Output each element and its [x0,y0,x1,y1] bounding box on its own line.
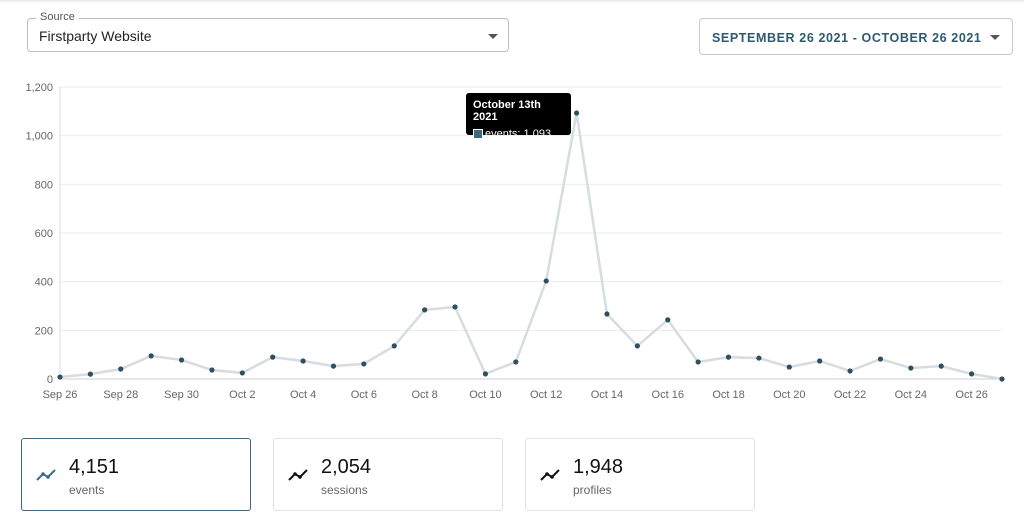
y-tick-label: 1,000 [25,131,53,143]
data-point[interactable] [513,359,519,365]
data-point[interactable] [57,374,63,380]
data-point[interactable] [391,343,397,349]
y-tick-label: 800 [35,179,53,191]
data-point[interactable] [634,343,640,349]
data-point[interactable] [786,364,792,370]
x-tick-label: Oct 18 [712,389,744,401]
stat-value: 2,054 [321,456,372,478]
data-point[interactable] [361,361,367,367]
tooltip-title: October 13th 2021 [473,99,541,123]
stat-card-events[interactable]: 4,151 events [21,438,251,511]
data-point[interactable] [270,354,276,360]
y-tick-label: 400 [35,277,53,289]
data-point[interactable] [938,363,944,369]
top-divider [0,0,1024,3]
source-select[interactable]: Source Firstparty Website [27,11,509,52]
stat-label: profiles [573,483,612,497]
y-tick-label: 200 [35,325,53,337]
x-tick-label: Oct 10 [469,389,501,401]
data-point[interactable] [148,353,154,359]
stat-value: 1,948 [573,456,624,478]
data-point[interactable] [118,366,124,372]
tooltip-value: events: 1,093 [485,128,552,140]
x-tick-label: Oct 4 [290,389,316,401]
x-tick-label: Oct 14 [591,389,623,401]
date-range-value: SEPTEMBER 26 2021 - OCTOBER 26 2021 [712,31,982,45]
data-point[interactable] [817,358,823,364]
x-tick-label: Oct 20 [773,389,805,401]
source-label: Source [36,11,79,23]
stat-card-profiles[interactable]: 1,948 profiles [525,438,755,511]
data-point[interactable] [969,371,975,377]
data-point[interactable] [756,355,762,361]
y-tick-label: 1,200 [25,82,53,94]
trend-line-icon [288,469,308,481]
data-point[interactable] [239,370,245,376]
x-tick-label: Oct 8 [411,389,437,401]
data-point[interactable] [300,358,306,364]
y-tick-label: 600 [35,228,53,240]
date-range-button[interactable]: SEPTEMBER 26 2021 - OCTOBER 26 2021 [699,18,1013,55]
data-point[interactable] [695,359,701,365]
series-swatch [473,129,483,139]
stat-label: sessions [321,483,368,497]
data-point[interactable] [847,368,853,374]
data-point[interactable] [87,371,93,377]
data-point[interactable] [178,357,185,363]
x-tick-label: Oct 6 [351,389,377,401]
data-point[interactable] [482,371,489,377]
data-point[interactable] [452,304,458,310]
y-tick-label: 0 [47,374,53,386]
stat-value: 4,151 [69,456,120,478]
x-tick-label: Sep 28 [103,389,138,401]
data-point[interactable] [908,365,914,371]
x-tick-label: Oct 26 [955,389,987,401]
chevron-down-icon [488,34,498,39]
x-tick-label: Oct 16 [652,389,684,401]
stat-label: events [69,483,105,497]
data-point[interactable] [877,356,884,362]
data-point[interactable] [573,110,580,116]
trend-line-icon [36,469,56,481]
data-point[interactable] [999,376,1005,382]
chevron-down-icon [990,35,1000,40]
data-point[interactable] [543,278,549,284]
stat-card-sessions[interactable]: 2,054 sessions [273,438,503,511]
source-value: Firstparty Website [39,28,152,44]
events-line-chart: 0 200 400 600 800 1,000 1,200 Sep 26 Sep 28 Sep 3… [25,82,1005,401]
x-tick-label: Sep 26 [43,389,78,401]
x-tick-label: Oct 12 [530,389,562,401]
chart-tooltip: October 13th 2021 events: 1,093 [466,93,571,140]
data-point[interactable] [422,307,428,313]
x-tick-label: Oct 2 [229,389,255,401]
x-tick-label: Sep 30 [164,389,199,401]
data-point[interactable] [330,363,337,369]
data-point[interactable] [725,354,732,360]
data-point[interactable] [665,317,671,323]
data-point[interactable] [604,311,610,317]
x-tick-label: Oct 24 [895,389,927,401]
x-tick-label: Oct 22 [834,389,866,401]
events-series-line [59,112,1003,381]
data-point[interactable] [209,367,215,373]
trend-line-icon [540,469,560,481]
